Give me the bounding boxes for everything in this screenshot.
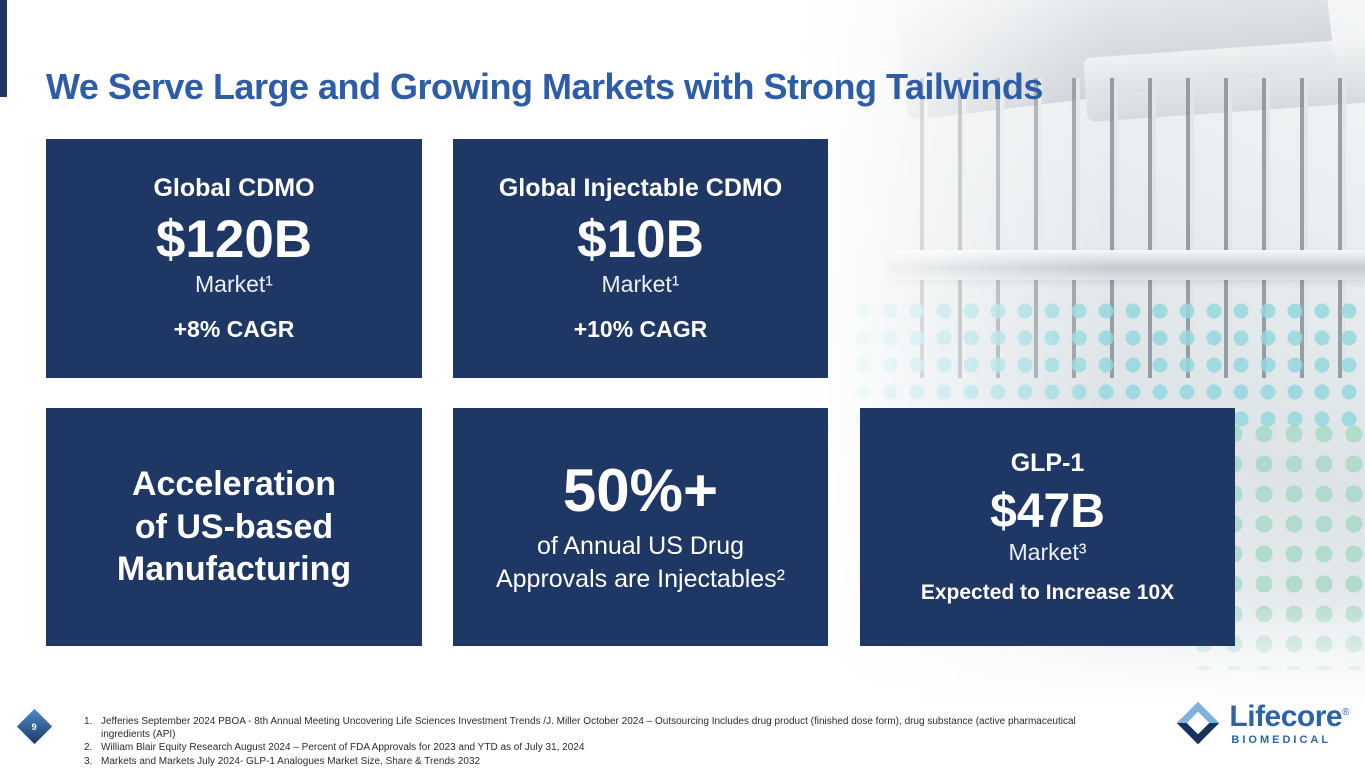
cagr-label: +10% CAGR [573, 315, 708, 342]
footnote: 3. Markets and Markets July 2024- GLP-1 … [84, 755, 1094, 768]
footnote: 1. Jefferies September 2024 PBOA - 8th A… [84, 715, 1094, 741]
footnotes: 1. Jefferies September 2024 PBOA - 8th A… [84, 715, 1094, 768]
card-text-line: Acceleration [131, 465, 337, 504]
card-glp1: GLP-1 $47B Market³ Expected to Increase … [860, 408, 1235, 646]
market-size-value: $10B [577, 210, 704, 270]
market-label: Market¹ [601, 270, 680, 297]
percentage-description: of Annual US Drug Approvals are Injectab… [496, 530, 785, 595]
market-size-value: $120B [155, 210, 313, 270]
cagr-label: +8% CAGR [173, 315, 295, 342]
lifecore-logo-text: Lifecore® BIOMEDICAL [1229, 702, 1349, 746]
card-us-manufacturing: Acceleration of US-based Manufacturing [46, 408, 422, 646]
brand-name: Lifecore® [1229, 702, 1349, 732]
card-injectables-share: 50%+ of Annual US Drug Approvals are Inj… [453, 408, 828, 646]
footnote-text: William Blair Equity Research August 202… [101, 742, 585, 754]
card-heading: Global Injectable CDMO [498, 174, 783, 203]
lifecore-diamond-icon [1175, 700, 1223, 748]
growth-expectation-label: Expected to Increase 10X [920, 581, 1175, 605]
percentage-value: 50%+ [562, 457, 719, 524]
card-heading: Global CDMO [153, 174, 315, 203]
card-text-line: Manufacturing [116, 550, 352, 589]
registered-mark: ® [1342, 707, 1349, 718]
market-label: Market³ [1008, 539, 1087, 566]
card-injectable-cdmo: Global Injectable CDMO $10B Market¹ +10%… [453, 139, 828, 378]
page-number: 9 [31, 721, 38, 732]
card-text-line: of Annual US Drug [536, 532, 745, 560]
footnote-number: 3. [84, 755, 93, 767]
footnote-number: 1. [84, 716, 93, 727]
market-size-value: $47B [990, 484, 1105, 538]
card-heading: GLP-1 [1010, 448, 1085, 477]
card-global-cdmo: Global CDMO $120B Market¹ +8% CAGR [46, 139, 422, 378]
left-accent-bar [0, 0, 7, 97]
slide-title: We Serve Large and Growing Markets with … [46, 66, 1043, 108]
footnote-number: 2. [84, 742, 93, 754]
page-number-badge: 9 [16, 708, 53, 745]
footnote: 2. William Blair Equity Research August … [84, 741, 1094, 754]
lifecore-logo: Lifecore® BIOMEDICAL [1175, 700, 1349, 748]
brand-name-text: Lifecore [1229, 700, 1343, 733]
card-text-line: Approvals are Injectables² [495, 564, 786, 593]
market-label: Market¹ [195, 270, 273, 297]
diamond-shape [1177, 701, 1220, 745]
brand-tagline: BIOMEDICAL [1231, 734, 1332, 746]
footnote-text: Markets and Markets July 2024- GLP-1 Ana… [101, 755, 481, 767]
card-text-line: of US-based [134, 507, 334, 546]
footnote-text: Jefferies September 2024 PBOA - 8th Annu… [101, 716, 1076, 741]
